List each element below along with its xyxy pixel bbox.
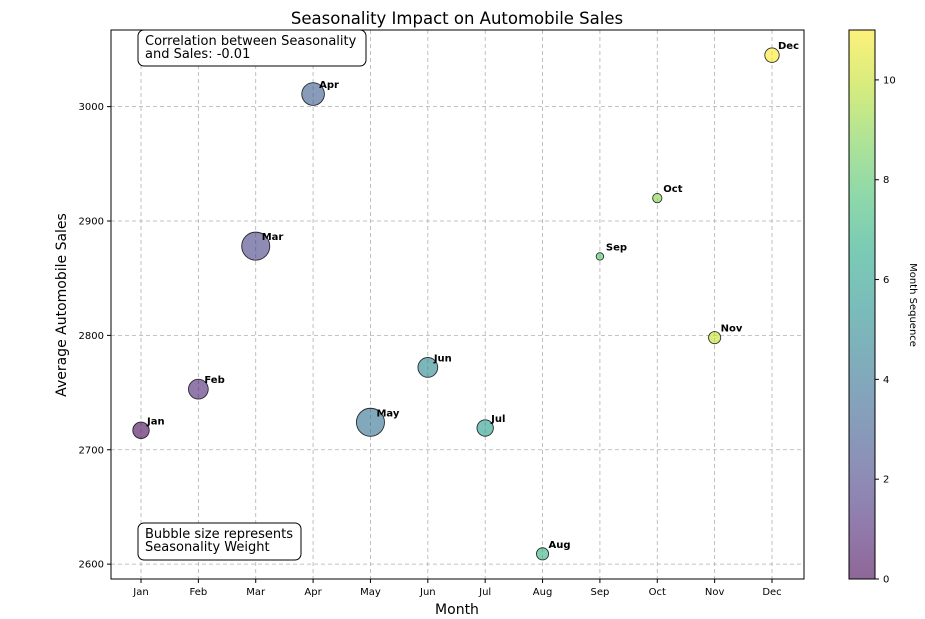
colorbar-tick-label: 10 <box>883 75 896 86</box>
x-tick-label: May <box>360 587 381 598</box>
correlation-line-1: Correlation between Seasonality <box>145 34 357 49</box>
colorbar-frame <box>848 29 876 580</box>
bubble-dec <box>764 47 780 63</box>
bubble-mar <box>241 231 271 261</box>
x-tick-label: Mar <box>246 587 266 598</box>
colorbar-tick-label: 4 <box>883 375 889 386</box>
point-labels: Jan Feb Mar Apr May Jun Jul Aug Sep Oct Nov Dec <box>146 41 799 551</box>
x-tick-label: Nov <box>705 587 725 598</box>
x-axis-ticks: Jan Feb Mar Apr May Jun Jul Aug Sep Oct Nov Dec <box>132 579 782 598</box>
bubble-apr <box>301 82 325 106</box>
point-label-may: May <box>376 408 399 419</box>
correlation-box <box>137 29 367 67</box>
bubble-size-box <box>137 522 302 561</box>
bubble-oct <box>652 193 663 204</box>
point-label-feb: Feb <box>204 375 224 386</box>
bubble-jul <box>476 419 494 437</box>
x-axis-label: Month <box>435 602 479 618</box>
bubble-nov <box>708 331 722 345</box>
point-label-sep: Sep <box>606 242 627 253</box>
y-tick-label: 3000 <box>79 102 104 113</box>
point-label-mar: Mar <box>262 232 284 243</box>
x-tick-label: Apr <box>304 587 322 598</box>
gridlines <box>111 30 804 579</box>
point-label-aug: Aug <box>549 540 571 551</box>
y-axis-label: Average Automobile Sales <box>54 213 70 397</box>
bubble-jun <box>417 357 439 378</box>
x-tick-label: Dec <box>762 587 781 598</box>
colorbar-tick-label: 2 <box>883 475 889 486</box>
point-label-jul: Jul <box>490 414 505 425</box>
point-label-nov: Nov <box>721 324 743 335</box>
point-label-jan: Jan <box>146 416 165 427</box>
correlation-line-2: and Sales: -0.01 <box>145 47 250 62</box>
y-tick-label: 2600 <box>79 560 104 571</box>
colorbar-tick-label: 8 <box>883 175 889 186</box>
point-label-dec: Dec <box>778 41 799 52</box>
bubble-may <box>355 407 385 437</box>
chart-title: Seasonality Impact on Automobile Sales <box>291 9 623 28</box>
bubble-size-line-1: Bubble size represents <box>145 527 293 542</box>
y-axis-ticks: 2600 2700 2800 2900 3000 <box>79 102 111 571</box>
x-tick-label: Jul <box>478 587 491 598</box>
colorbar-tick-label: 0 <box>883 575 889 586</box>
colorbar-ticks: 0 2 4 6 8 10 <box>875 75 896 586</box>
point-label-jun: Jun <box>433 353 452 364</box>
x-tick-label: Jan <box>132 587 148 598</box>
point-label-apr: Apr <box>319 80 339 91</box>
x-tick-label: Feb <box>190 587 208 598</box>
point-label-oct: Oct <box>663 184 682 195</box>
bubble-feb <box>188 378 209 400</box>
bubble-size-line-2: Seasonality Weight <box>145 540 270 555</box>
y-tick-label: 2700 <box>79 445 104 456</box>
bubble-jan <box>132 421 150 439</box>
x-tick-label: Jun <box>419 587 436 598</box>
x-tick-label: Aug <box>533 587 553 598</box>
y-tick-label: 2800 <box>79 331 104 342</box>
bubble-aug <box>536 547 550 561</box>
bubble-sep <box>595 252 605 261</box>
y-tick-label: 2900 <box>79 217 104 228</box>
colorbar-label: Month Sequence <box>907 263 918 347</box>
plot-frame <box>110 29 805 580</box>
x-tick-label: Oct <box>649 587 666 598</box>
colorbar <box>849 30 875 579</box>
colorbar-tick-label: 6 <box>883 275 889 286</box>
x-tick-label: Sep <box>590 587 609 598</box>
bubbles <box>132 47 780 561</box>
